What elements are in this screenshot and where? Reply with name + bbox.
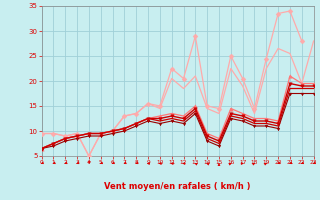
X-axis label: Vent moyen/en rafales ( km/h ): Vent moyen/en rafales ( km/h ) bbox=[104, 182, 251, 191]
